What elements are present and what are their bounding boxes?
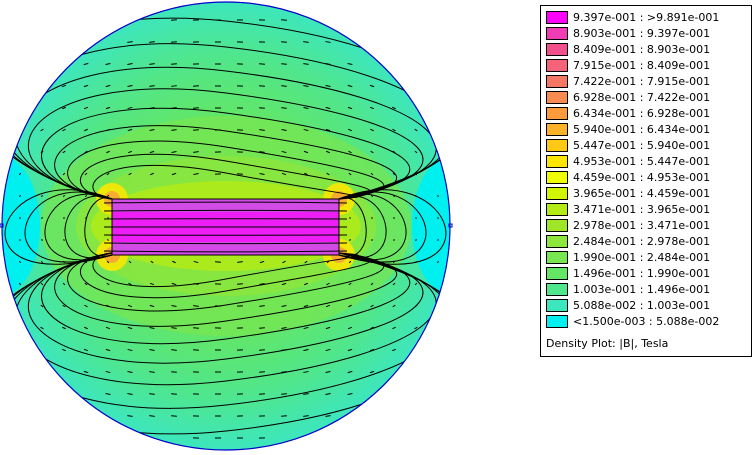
field-vector <box>193 152 199 153</box>
field-vector <box>86 239 87 241</box>
legend-title: Density Plot: |B|, Tesla <box>546 337 668 350</box>
legend-swatch <box>546 139 568 152</box>
legend-label: 7.915e-001 : 8.409e-001 <box>573 58 710 73</box>
legend-label: 5.088e-002 : 1.003e-001 <box>573 298 710 313</box>
field-vector <box>281 86 287 87</box>
legend-entry: 7.422e-001 : 7.915e-001 <box>546 74 710 89</box>
field-vector <box>193 328 199 329</box>
legend-entry: 1.496e-001 : 1.990e-001 <box>546 266 710 281</box>
legend-entry: 9.397e-001 : >9.891e-001 <box>546 10 719 25</box>
field-vector <box>193 130 199 131</box>
field-vector <box>171 372 177 373</box>
field-vector <box>281 42 287 43</box>
field-vector <box>237 262 243 263</box>
legend-swatch <box>546 171 568 184</box>
field-vector <box>149 42 155 43</box>
legend-label: 3.965e-001 : 4.459e-001 <box>573 186 710 201</box>
legend-entry: 3.965e-001 : 4.459e-001 <box>546 186 710 201</box>
legend-entry: 1.003e-001 : 1.496e-001 <box>546 282 710 297</box>
legend-swatch <box>546 315 568 328</box>
legend-swatch <box>546 219 568 232</box>
legend-entry: 5.447e-001 : 5.940e-001 <box>546 138 710 153</box>
legend-swatch <box>546 11 568 24</box>
field-vector <box>259 350 265 351</box>
field-vector <box>171 86 177 87</box>
legend-swatch <box>546 235 568 248</box>
legend-label: 2.484e-001 : 2.978e-001 <box>573 234 710 249</box>
legend-entry: <1.500e-003 : 5.088e-002 <box>546 314 719 329</box>
field-plot-canvas <box>0 0 540 451</box>
legend-entry: 2.484e-001 : 2.978e-001 <box>546 234 710 249</box>
legend-swatch <box>546 203 568 216</box>
legend-swatch <box>546 27 568 40</box>
legend-label: 1.990e-001 : 2.484e-001 <box>573 250 710 265</box>
legend-label: 6.928e-001 : 7.422e-001 <box>573 90 710 105</box>
legend-label: 1.003e-001 : 1.496e-001 <box>573 282 710 297</box>
legend-entry: 2.978e-001 : 3.471e-001 <box>546 218 710 233</box>
legend-label: 4.459e-001 : 4.953e-001 <box>573 170 710 185</box>
legend-label: 8.903e-001 : 9.397e-001 <box>573 26 710 41</box>
field-vector <box>281 416 287 417</box>
field-vector <box>350 239 351 241</box>
legend-entry: 8.409e-001 : 8.903e-001 <box>546 42 710 57</box>
field-vector <box>171 64 177 65</box>
field-vector <box>64 239 65 241</box>
legend-label: 3.471e-001 : 3.965e-001 <box>573 202 710 217</box>
problem-domain <box>0 0 492 451</box>
legend-swatch <box>546 123 568 136</box>
legend-entry: 1.990e-001 : 2.484e-001 <box>546 250 710 265</box>
field-vector <box>259 328 265 329</box>
legend-label: 7.422e-001 : 7.915e-001 <box>573 74 710 89</box>
legend-label: 1.496e-001 : 1.990e-001 <box>573 266 710 281</box>
legend-entry: 7.915e-001 : 8.409e-001 <box>546 58 710 73</box>
field-vector <box>171 350 177 351</box>
legend-label: 5.447e-001 : 5.940e-001 <box>573 138 710 153</box>
legend-entry: 5.940e-001 : 6.434e-001 <box>546 122 710 137</box>
field-vector <box>259 130 265 131</box>
field-vector <box>259 108 265 109</box>
field-vector <box>303 416 309 417</box>
legend-entry: 8.903e-001 : 9.397e-001 <box>546 26 710 41</box>
legend-entry: 3.471e-001 : 3.965e-001 <box>546 202 710 217</box>
field-vector <box>372 239 373 241</box>
legend-swatch <box>546 107 568 120</box>
field-vector <box>281 64 287 65</box>
legend-entry: 6.434e-001 : 6.928e-001 <box>546 106 710 121</box>
legend-label: 9.397e-001 : >9.891e-001 <box>573 10 719 25</box>
legend-swatch <box>546 59 568 72</box>
field-vector <box>149 416 155 417</box>
field-vector <box>303 42 309 43</box>
legend-swatch <box>546 267 568 280</box>
field-vector <box>171 394 177 395</box>
legend-swatch <box>546 155 568 168</box>
legend-swatch <box>546 251 568 264</box>
legend-swatch <box>546 283 568 296</box>
legend-swatch <box>546 43 568 56</box>
legend-entry: 4.953e-001 : 5.447e-001 <box>546 154 710 169</box>
field-vector <box>193 306 199 307</box>
legend-label: 8.409e-001 : 8.903e-001 <box>573 42 710 57</box>
field-vector <box>281 394 287 395</box>
legend-label: 4.953e-001 : 5.447e-001 <box>573 154 710 169</box>
density-plot <box>0 0 540 451</box>
legend-label: 2.978e-001 : 3.471e-001 <box>573 218 710 233</box>
legend-label: <1.500e-003 : 5.088e-002 <box>573 314 719 329</box>
legend-entry: 5.088e-002 : 1.003e-001 <box>546 298 710 313</box>
legend-entry: 4.459e-001 : 4.953e-001 <box>546 170 710 185</box>
legend-label: 6.434e-001 : 6.928e-001 <box>573 106 710 121</box>
field-vector <box>108 239 109 241</box>
legend-swatch <box>546 75 568 88</box>
legend-swatch <box>546 91 568 104</box>
legend-entry: 6.928e-001 : 7.422e-001 <box>546 90 710 105</box>
legend-label: 5.940e-001 : 6.434e-001 <box>573 122 710 137</box>
field-vector <box>281 372 287 373</box>
legend-swatch <box>546 299 568 312</box>
legend-swatch <box>546 187 568 200</box>
